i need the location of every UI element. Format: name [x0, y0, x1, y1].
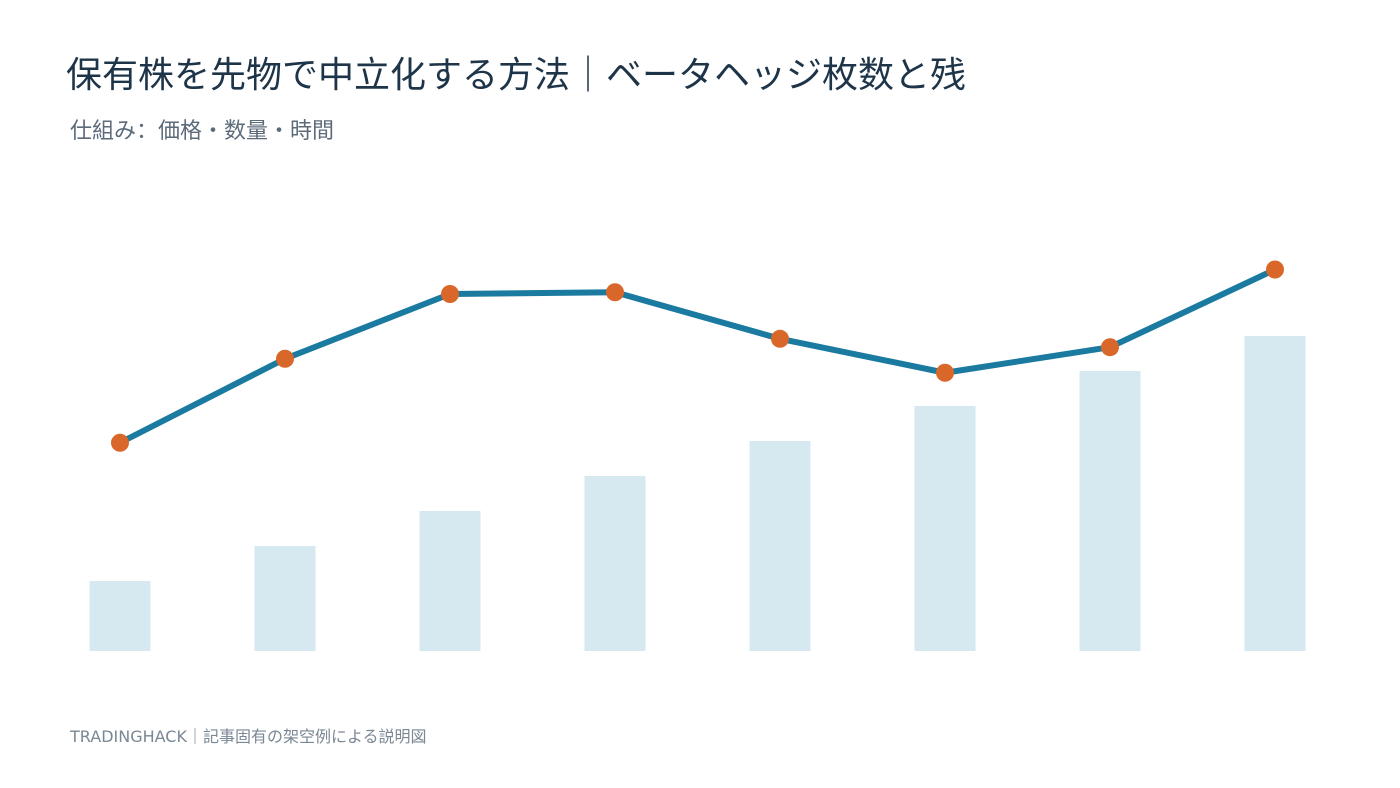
chart-canvas [89, 260, 1306, 651]
bar-8 [1244, 336, 1306, 651]
bar-4 [584, 476, 646, 651]
line-markers [111, 260, 1284, 452]
line-point-3 [441, 285, 459, 303]
bar-7 [1079, 371, 1141, 651]
line-point-2 [276, 349, 294, 368]
chart-subtitle: 仕組み：価格・数量・時間 [70, 119, 335, 144]
bar-5 [749, 441, 811, 651]
bar-1 [89, 581, 151, 651]
line-point-7 [1101, 338, 1119, 357]
line-point-6 [936, 363, 954, 382]
bar-2 [254, 546, 316, 651]
bar-series [89, 336, 1306, 651]
line-point-8 [1266, 260, 1284, 279]
chart-title: 保有株を先物で中立化する方法｜ベータヘッジ枚数と残 [66, 55, 967, 96]
footer-credit: TRADINGHACK｜記事固有の架空例による説明図 [70, 727, 427, 746]
line-series [117, 266, 1278, 446]
bar-3 [419, 511, 481, 651]
line-point-4 [606, 283, 624, 302]
line-path [117, 266, 1278, 446]
line-point-5 [771, 329, 789, 348]
line-point-1 [111, 433, 129, 452]
bar-6 [914, 406, 976, 651]
